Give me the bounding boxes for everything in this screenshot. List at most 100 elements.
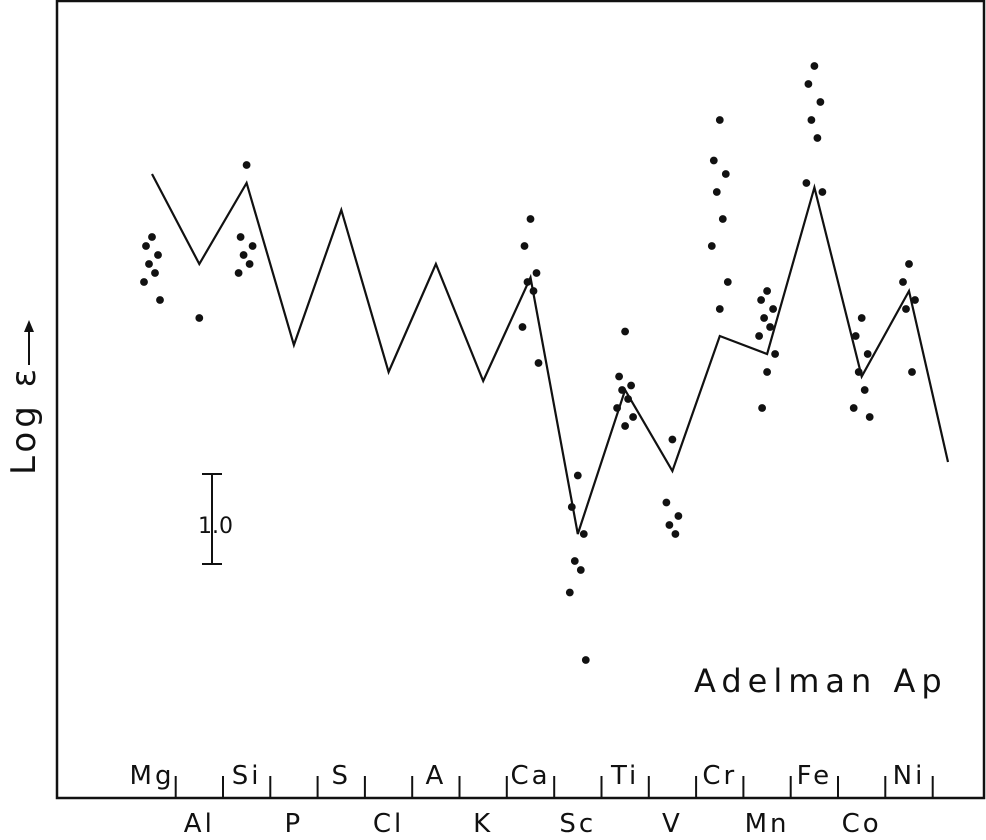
data-point-ni [905, 260, 913, 268]
data-point-mn [755, 332, 763, 340]
data-point-mg [148, 233, 156, 241]
data-point-ca [520, 242, 529, 250]
data-point-mg [142, 242, 150, 250]
data-point-ni [911, 296, 919, 304]
data-point-mn [769, 305, 777, 313]
data-point-v [668, 435, 677, 444]
data-point-co [849, 404, 858, 412]
data-point-mg [156, 296, 164, 304]
data-point-co [865, 413, 874, 421]
data-point-sc [567, 503, 576, 511]
element-label-sc: Sc [559, 809, 596, 839]
data-point-cr [712, 188, 721, 196]
data-point-si [236, 233, 245, 241]
data-point-ca [518, 323, 527, 331]
data-point-v [665, 521, 674, 529]
plot-frame [55, 0, 986, 800]
data-point-si [248, 242, 257, 250]
data-point-cr [718, 215, 727, 223]
data-point-ni [908, 368, 916, 376]
element-label-si: Si [232, 761, 262, 791]
data-point-ti [618, 386, 626, 394]
data-point-ti [613, 404, 621, 412]
data-point-mn [760, 314, 768, 322]
element-label-fe: Fe [797, 761, 833, 791]
data-point-ca [526, 215, 535, 223]
data-point-sc [576, 566, 585, 574]
data-point-fe [810, 62, 819, 70]
data-point-mn [766, 323, 774, 331]
data-point-fe [802, 179, 811, 187]
data-point-cr [707, 242, 716, 250]
data-point-ti [627, 381, 635, 390]
data-point-co [851, 332, 860, 340]
data-point-v [674, 512, 683, 520]
y-axis-label: Log ε [4, 365, 44, 475]
abundance-line [151, 173, 950, 535]
star-annotation: Adelman Ap [694, 662, 948, 700]
element-label-co: Co [842, 809, 882, 839]
data-point-ca [534, 359, 543, 367]
data-point-ca [523, 278, 532, 286]
data-point-ca [529, 287, 538, 295]
element-label-a: A [426, 761, 447, 791]
element-label-v: V [662, 809, 683, 839]
axis-ticks [174, 776, 934, 798]
data-point-ni [902, 305, 910, 313]
data-point-fe [816, 98, 825, 106]
data-point-fe [813, 134, 822, 142]
data-point-mn [758, 404, 766, 412]
data-point-sc [581, 656, 590, 664]
element-label-mn: Mn [745, 809, 790, 839]
data-point-sc [573, 471, 582, 480]
data-point-mg [151, 269, 159, 277]
data-point-cr [715, 305, 724, 313]
data-point-cr [709, 156, 718, 165]
element-label-ti: Ti [610, 761, 639, 791]
data-point-cr [715, 116, 724, 124]
data-point-mn [763, 287, 771, 295]
data-point-mn [771, 350, 779, 358]
data-point-ti [615, 372, 623, 381]
data-point-ni [899, 278, 907, 286]
upper-element-labels: Mg Si S A Ca Ti Cr Fe Ni [130, 761, 926, 791]
data-point-mg [145, 260, 153, 268]
data-point-mn [763, 368, 771, 376]
abundance-points [140, 62, 919, 664]
data-point-al [195, 314, 204, 322]
data-point-ti [621, 422, 629, 430]
y-axis-arrowhead [24, 320, 34, 332]
element-label-ni: Ni [893, 761, 926, 791]
data-point-v [662, 498, 671, 507]
data-point-mg [140, 278, 148, 286]
element-label-cr: Cr [702, 761, 737, 791]
data-point-fe [818, 188, 827, 196]
scale-bar-label: 1.0 [198, 514, 233, 539]
data-point-fe [807, 116, 816, 124]
data-point-fe [804, 80, 813, 88]
data-point-ca [532, 269, 541, 277]
lower-element-labels: Al P Cl K Sc V Mn Co [184, 809, 882, 839]
data-point-si [245, 260, 254, 268]
element-label-ca: Ca [510, 761, 550, 791]
data-point-co [854, 368, 863, 376]
data-point-cr [721, 170, 730, 178]
data-point-co [863, 350, 872, 358]
data-point-sc [570, 557, 579, 565]
data-point-si [234, 269, 243, 277]
scale-bar [202, 473, 222, 565]
data-point-mg [154, 251, 162, 259]
element-label-mg: Mg [130, 761, 175, 791]
data-point-cr [723, 278, 732, 286]
data-point-ti [624, 395, 632, 403]
data-point-ti [629, 413, 637, 421]
element-label-p: P [285, 809, 304, 839]
element-label-cl: Cl [373, 809, 404, 839]
data-point-v [671, 530, 680, 538]
data-point-sc [579, 530, 588, 538]
data-point-co [857, 314, 866, 322]
element-label-k: K [473, 809, 493, 839]
data-point-sc [565, 588, 574, 597]
data-point-co [860, 386, 869, 394]
